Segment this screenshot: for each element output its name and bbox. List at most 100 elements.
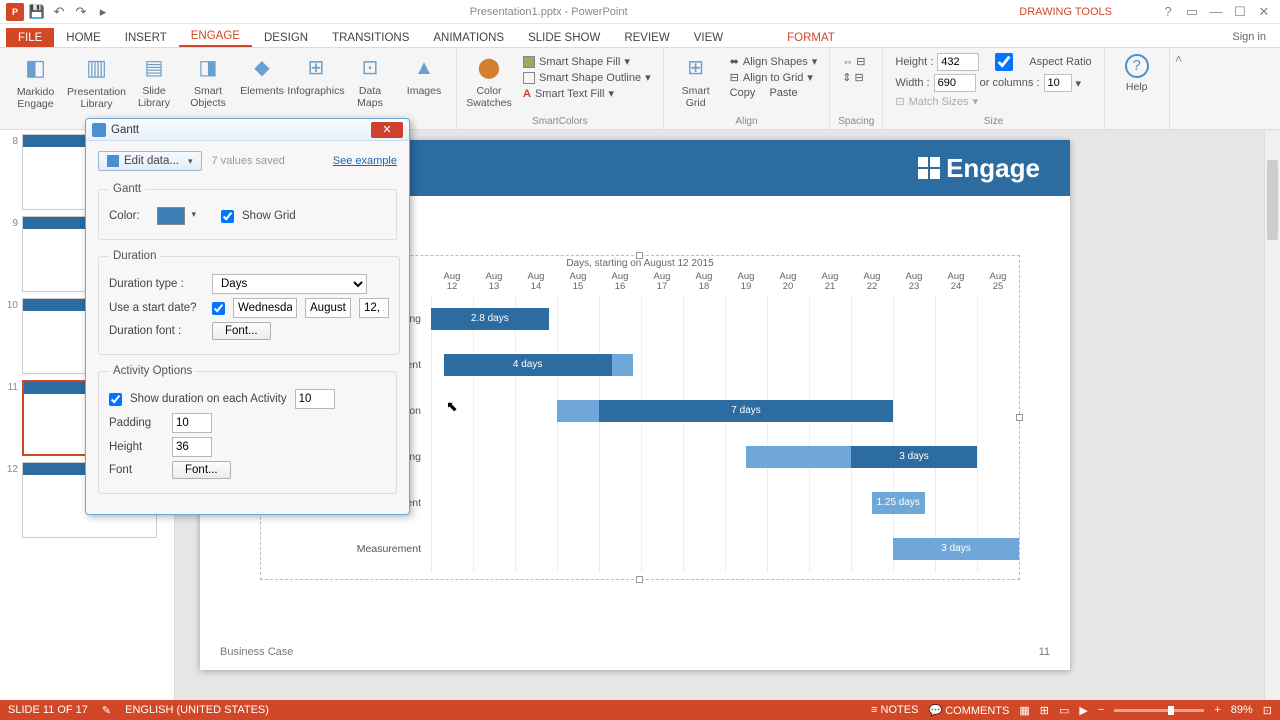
dialog-close-button[interactable]: ✕ bbox=[371, 122, 403, 138]
smart-shape-fill-button[interactable]: Smart Shape Fill ▾ bbox=[519, 54, 655, 69]
zoom-level[interactable]: 89% bbox=[1231, 704, 1253, 716]
dialog-titlebar[interactable]: Gantt ✕ bbox=[86, 119, 409, 141]
gantt-icon bbox=[92, 123, 106, 137]
start-month-input[interactable] bbox=[305, 298, 351, 318]
color-swatches-button[interactable]: ⬤Color Swatches bbox=[465, 50, 513, 109]
paste-button[interactable]: Paste bbox=[769, 87, 797, 99]
duration-font-button[interactable]: Font... bbox=[212, 322, 271, 340]
collapse-ribbon-icon[interactable]: ˄ bbox=[1170, 48, 1188, 129]
sign-in-link[interactable]: Sign in bbox=[1218, 27, 1280, 47]
sorter-view-icon[interactable]: ⊞ bbox=[1040, 704, 1049, 717]
smart-shape-outline-button[interactable]: Smart Shape Outline ▾ bbox=[519, 70, 655, 85]
undo-icon[interactable]: ↶ bbox=[50, 3, 68, 21]
gantt-date-header: Aug12Aug13Aug14Aug15Aug16Aug17Aug18Aug19… bbox=[431, 269, 1019, 296]
language-label[interactable]: ENGLISH (UNITED STATES) bbox=[125, 704, 269, 716]
smartcolors-label: SmartColors bbox=[465, 116, 655, 129]
tab-format[interactable]: FORMAT bbox=[775, 28, 847, 47]
zoom-slider[interactable] bbox=[1114, 709, 1204, 712]
tab-engage[interactable]: ENGAGE bbox=[179, 26, 252, 47]
tab-insert[interactable]: INSERT bbox=[113, 28, 179, 47]
spellcheck-icon[interactable]: ✎ bbox=[102, 704, 111, 717]
tab-review[interactable]: REVIEW bbox=[612, 28, 681, 47]
selection-handle[interactable] bbox=[636, 252, 643, 259]
duration-type-select[interactable]: Days bbox=[212, 274, 367, 294]
smart-text-fill-button[interactable]: ASmart Text Fill ▾ bbox=[519, 86, 655, 101]
help-button[interactable]: ?Help bbox=[1113, 50, 1161, 94]
gantt-bar[interactable]: 2.8 days bbox=[431, 308, 549, 330]
presentation-library-button[interactable]: ▥Presentation Library bbox=[69, 50, 124, 110]
show-duration-value[interactable] bbox=[295, 389, 335, 409]
close-icon[interactable]: ✕ bbox=[1254, 4, 1274, 20]
tab-home[interactable]: HOME bbox=[54, 28, 113, 47]
gantt-date-col: Aug12 bbox=[431, 269, 473, 296]
comments-button[interactable]: 💬 COMMENTS bbox=[928, 704, 1009, 717]
spacing-v-button[interactable]: ⇕ ⊟ bbox=[838, 70, 869, 85]
help-icon[interactable]: ? bbox=[1158, 4, 1178, 20]
fit-window-icon[interactable]: ⊡ bbox=[1263, 704, 1272, 717]
columns-input[interactable] bbox=[1044, 74, 1072, 92]
normal-view-icon[interactable]: ▦ bbox=[1019, 704, 1029, 717]
tab-design[interactable]: DESIGN bbox=[252, 28, 320, 47]
slide-library-button[interactable]: ▤Slide Library bbox=[130, 50, 178, 109]
color-picker[interactable] bbox=[157, 207, 185, 225]
height-input[interactable] bbox=[172, 437, 212, 457]
gantt-bar[interactable]: 3 days bbox=[851, 446, 977, 468]
align-label: Align bbox=[672, 116, 822, 129]
gantt-date-col: Aug13 bbox=[473, 269, 515, 296]
start-date-label: Use a start date? bbox=[109, 302, 204, 314]
start-date-checkbox[interactable] bbox=[212, 302, 225, 315]
notes-button[interactable]: ≡ NOTES bbox=[871, 704, 918, 716]
tab-view[interactable]: VIEW bbox=[682, 28, 735, 47]
tab-file[interactable]: FILE bbox=[6, 28, 54, 47]
tab-transitions[interactable]: TRANSITIONS bbox=[320, 28, 421, 47]
align-to-grid-button[interactable]: ⊟ Align to Grid ▾ bbox=[726, 70, 822, 85]
smart-objects-button[interactable]: ◨Smart Objects bbox=[184, 50, 232, 109]
selection-handle[interactable] bbox=[636, 576, 643, 583]
smart-grid-button[interactable]: ⊞Smart Grid bbox=[672, 50, 720, 109]
height-input[interactable] bbox=[937, 53, 979, 71]
gantt-bar[interactable]: 7 days bbox=[599, 400, 893, 422]
spacing-h-button[interactable]: ⇔ ⊟ bbox=[838, 54, 869, 69]
reading-view-icon[interactable]: ▭ bbox=[1059, 704, 1069, 717]
zoom-out-icon[interactable]: − bbox=[1098, 704, 1104, 716]
width-label: Width : bbox=[895, 77, 929, 89]
data-maps-button[interactable]: ⊡Data Maps bbox=[346, 50, 394, 109]
zoom-in-icon[interactable]: + bbox=[1214, 704, 1220, 716]
padding-input[interactable] bbox=[172, 413, 212, 433]
show-grid-checkbox[interactable] bbox=[221, 210, 234, 223]
aspect-ratio-checkbox[interactable] bbox=[983, 53, 1025, 71]
engage-logo: Engage bbox=[918, 153, 1040, 184]
match-sizes-button[interactable]: ⊡ Match Sizes ▾ bbox=[891, 94, 1095, 109]
tab-animations[interactable]: ANIMATIONS bbox=[421, 28, 516, 47]
start-weekday-input[interactable] bbox=[233, 298, 297, 318]
markido-engage-button[interactable]: ◧Markido Engage bbox=[8, 50, 63, 110]
padding-label: Padding bbox=[109, 417, 164, 429]
slideshow-view-icon[interactable]: ▶ bbox=[1079, 704, 1087, 717]
start-day-input[interactable] bbox=[359, 298, 389, 318]
maximize-icon[interactable]: ☐ bbox=[1230, 4, 1250, 20]
copy-button[interactable]: Copy bbox=[730, 87, 756, 99]
gantt-bar[interactable]: 3 days bbox=[893, 538, 1019, 560]
width-input[interactable] bbox=[934, 74, 976, 92]
align-shapes-button[interactable]: ⬌ Align Shapes ▾ bbox=[726, 54, 822, 69]
infographics-button[interactable]: ⊞Infographics bbox=[292, 50, 340, 98]
gantt-date-col: Aug19 bbox=[725, 269, 767, 296]
ribbon-options-icon[interactable]: ▭ bbox=[1182, 4, 1202, 20]
see-example-link[interactable]: See example bbox=[333, 155, 397, 167]
minimize-icon[interactable]: — bbox=[1206, 4, 1226, 20]
activity-font-button[interactable]: Font... bbox=[172, 461, 231, 479]
spacing-label: Spacing bbox=[838, 116, 874, 129]
gantt-bar[interactable]: 1.25 days bbox=[872, 492, 925, 514]
edit-data-button[interactable]: Edit data... bbox=[98, 151, 202, 171]
images-button[interactable]: ▲Images bbox=[400, 50, 448, 98]
redo-icon[interactable]: ↷ bbox=[72, 3, 90, 21]
show-duration-checkbox[interactable] bbox=[109, 393, 122, 406]
save-icon[interactable]: 💾 bbox=[28, 3, 46, 21]
duration-type-label: Duration type : bbox=[109, 278, 204, 290]
gantt-bar[interactable]: 4 days bbox=[444, 354, 612, 376]
vertical-scrollbar[interactable] bbox=[1264, 130, 1280, 700]
start-slideshow-icon[interactable]: ▸ bbox=[94, 3, 112, 21]
elements-button[interactable]: ◆Elements bbox=[238, 50, 286, 98]
tab-slideshow[interactable]: SLIDE SHOW bbox=[516, 28, 612, 47]
gantt-date-col: Aug15 bbox=[557, 269, 599, 296]
